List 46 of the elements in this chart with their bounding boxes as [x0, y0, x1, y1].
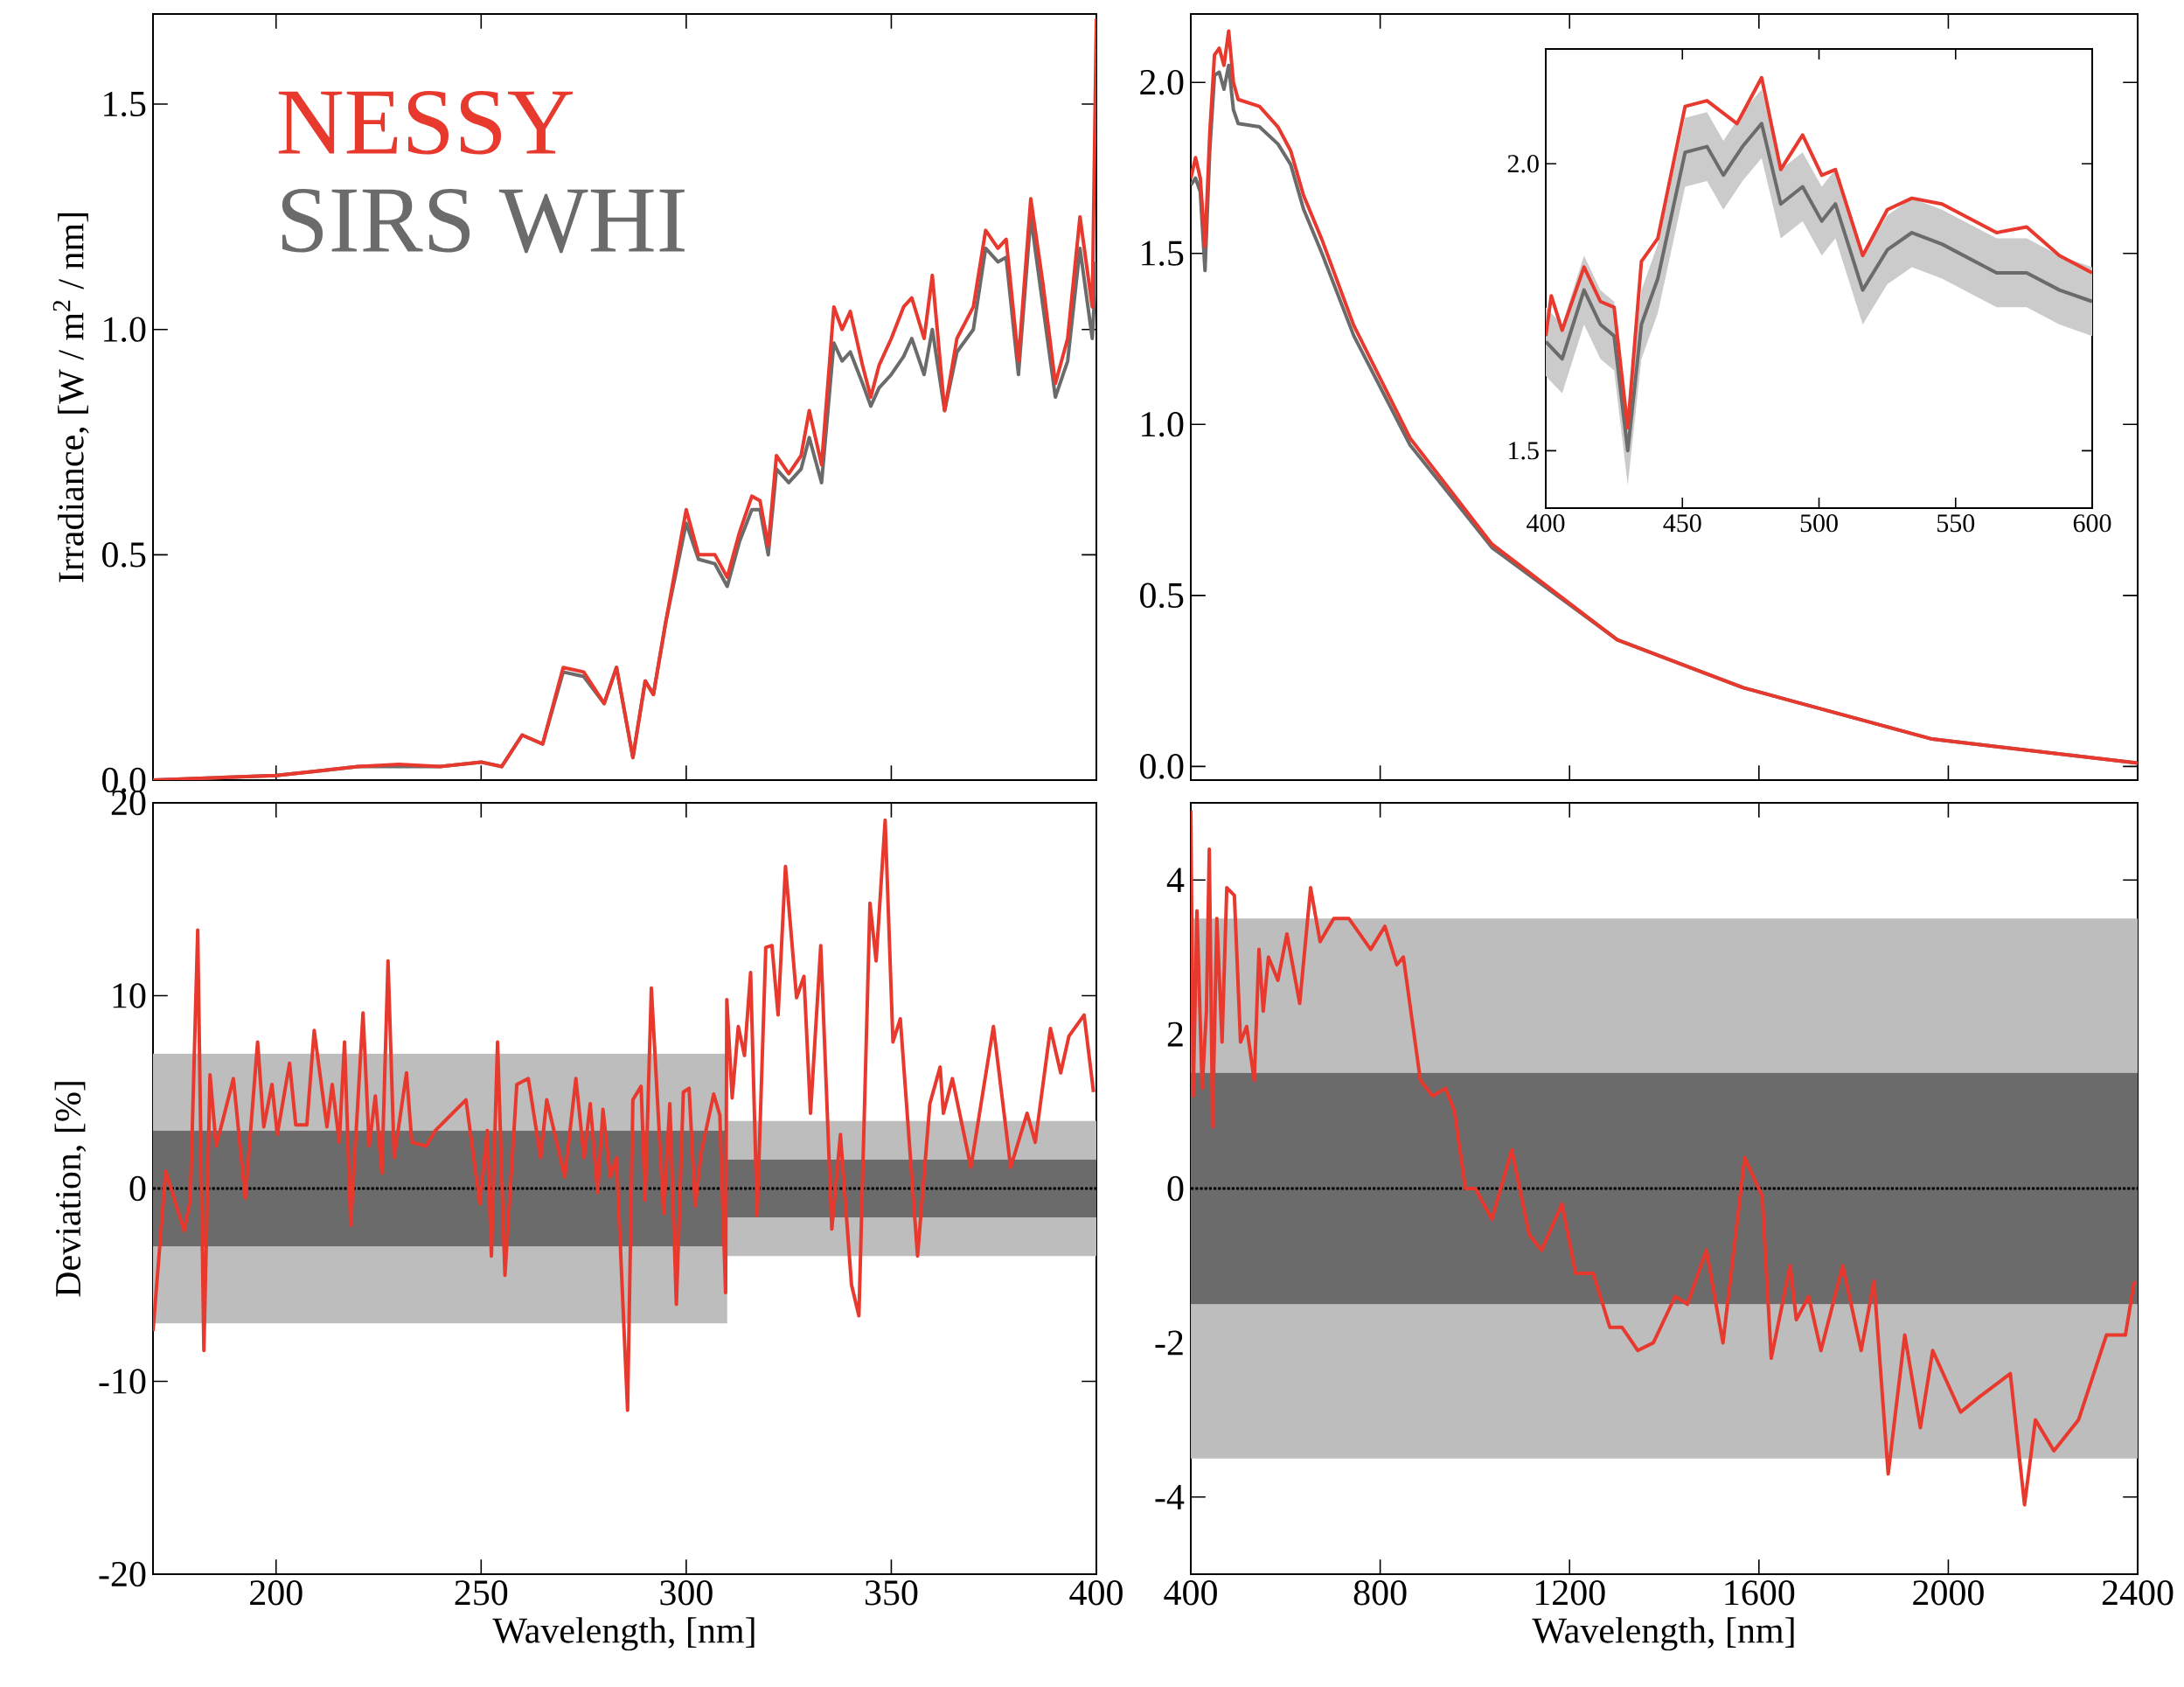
y-tick-label: 0.0	[1140, 754, 1184, 779]
x-tick-label: 350	[865, 1580, 918, 1606]
y-tick-label: 1.5	[104, 91, 146, 117]
y-tick-label: 0	[129, 1175, 146, 1202]
x-tick-label: 300	[660, 1580, 713, 1606]
y-tick-label: -4	[1155, 1485, 1185, 1509]
x-axis-title: Wavelength, [nm]	[1532, 1617, 1794, 1651]
x-tick-label: 250	[455, 1580, 508, 1606]
line-series	[153, 818, 1095, 1412]
y-tick-label: 1.0	[1142, 412, 1184, 437]
line-series	[1191, 808, 2137, 1507]
y-tick-label: 2.0	[1507, 155, 1539, 173]
x-tick-label: 550	[1937, 514, 1975, 533]
y-tick-label: -10	[99, 1369, 146, 1394]
x-axis-title: Wavelength, [nm]	[492, 1617, 755, 1651]
x-tick-label: 200	[250, 1580, 303, 1606]
y-tick-label: 0.5	[102, 542, 146, 568]
y-tick-label: 2	[1167, 1021, 1183, 1047]
y-tick-label: 0	[1167, 1175, 1184, 1202]
x-tick-label: 600	[2073, 514, 2111, 533]
y-tick-label: -2	[1155, 1330, 1183, 1356]
y-tick-label: 1.5	[1509, 442, 1539, 460]
line-series	[1546, 75, 2093, 430]
x-tick-label: 400	[1164, 1580, 1217, 1606]
x-tick-label: 400	[1069, 1580, 1123, 1606]
series-label: SIRS WHI	[282, 189, 685, 254]
line-series	[153, 17, 1097, 781]
y-tick-label: 1.0	[104, 317, 146, 342]
y-tick-label: 4	[1166, 868, 1185, 893]
y-axis-title: Irradiance, [W / m$^{2}$ / nm]	[52, 213, 89, 582]
line-series	[1546, 122, 2093, 453]
y-tick-label: 0.5	[1140, 582, 1184, 609]
x-tick-label: 1200	[1535, 1580, 1605, 1606]
x-tick-label: 800	[1353, 1580, 1407, 1606]
x-tick-label: 500	[1800, 514, 1838, 533]
y-tick-label: 1.5	[1142, 241, 1184, 266]
x-tick-label: 400	[1527, 514, 1565, 533]
y-tick-label: 2.0	[1140, 69, 1184, 95]
y-tick-label: -20	[99, 1561, 146, 1587]
y-tick-label: 10	[113, 983, 146, 1008]
x-tick-label: 1600	[1725, 1580, 1795, 1606]
y-axis-title: Deviation, [%]	[54, 1082, 87, 1297]
x-tick-label: 450	[1663, 514, 1701, 533]
x-tick-label: 2400	[2102, 1580, 2174, 1606]
text: NESSY	[278, 91, 573, 155]
x-tick-label: 2000	[1913, 1580, 1984, 1606]
